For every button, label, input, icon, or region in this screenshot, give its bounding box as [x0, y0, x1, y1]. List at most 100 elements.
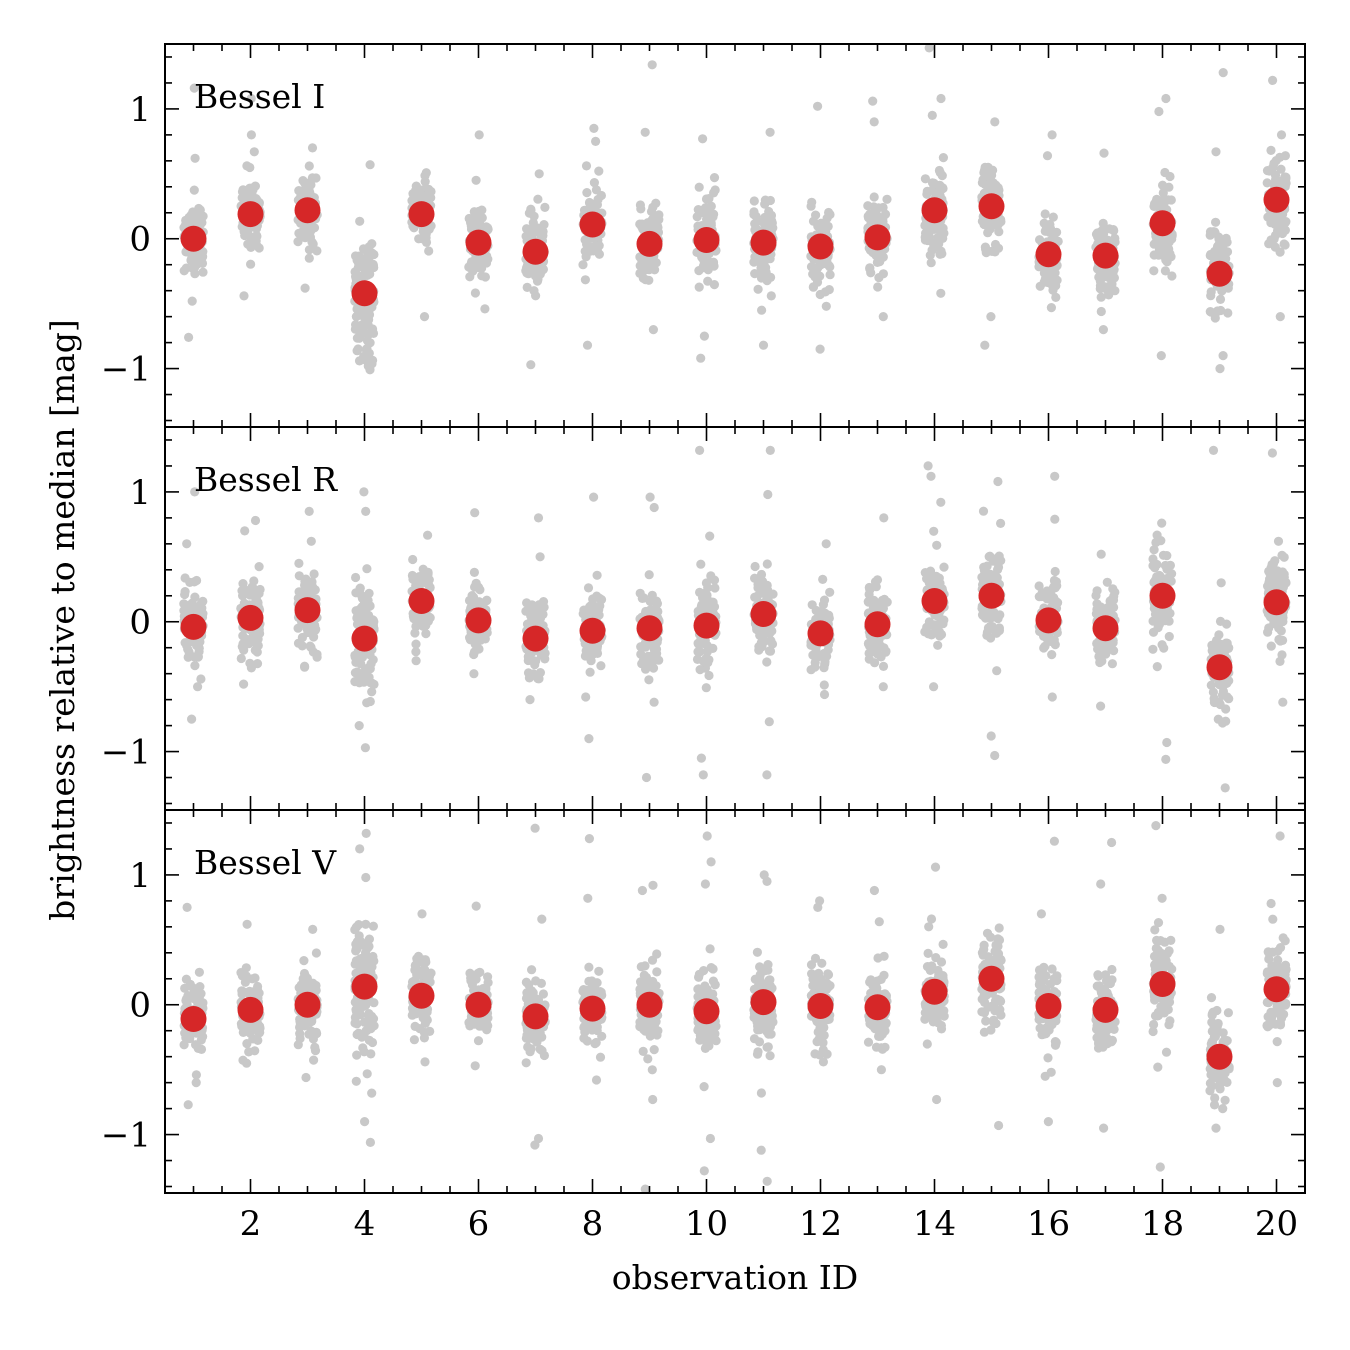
- measurement-point: [361, 919, 371, 929]
- measurement-point: [874, 273, 884, 283]
- measurement-point: [580, 275, 591, 285]
- measurement-point: [194, 967, 204, 977]
- measurement-point: [757, 629, 768, 639]
- measurement-point: [1152, 662, 1162, 672]
- measurement-point: [1206, 680, 1216, 690]
- measurement-point: [540, 202, 550, 212]
- measurement-point: [635, 588, 645, 598]
- measurement-point: [693, 647, 703, 657]
- outlier-point: [1273, 536, 1284, 546]
- measurement-point: [695, 587, 705, 598]
- measurement-point: [421, 237, 432, 247]
- measurement-point: [244, 639, 254, 649]
- measurement-point: [1102, 577, 1112, 587]
- measurement-point: [188, 983, 198, 993]
- measurement-point: [1276, 164, 1286, 174]
- measurement-point: [863, 1037, 874, 1047]
- measurement-point: [473, 1036, 484, 1046]
- measurement-point: [1205, 230, 1215, 240]
- median-point: [921, 197, 948, 224]
- outlier-point: [1050, 471, 1060, 481]
- measurement-point: [408, 574, 418, 584]
- outlier-point: [705, 531, 715, 541]
- measurement-point: [1093, 232, 1103, 242]
- measurement-point: [368, 951, 378, 962]
- measurement-point: [189, 577, 199, 587]
- measurement-point: [411, 960, 421, 970]
- measurement-point: [465, 272, 475, 282]
- measurement-point: [1161, 255, 1171, 265]
- measurement-point: [750, 252, 760, 262]
- median-point: [636, 230, 663, 257]
- measurement-point: [704, 670, 714, 681]
- measurement-point: [1164, 631, 1174, 642]
- outlier-point: [993, 476, 1003, 487]
- outlier-point: [923, 461, 933, 471]
- outlier-point: [1156, 351, 1166, 361]
- measurement-point: [652, 949, 662, 959]
- outlier-point: [187, 714, 197, 724]
- outlier-point: [990, 117, 1000, 127]
- measurement-point: [1167, 271, 1177, 281]
- measurement-point: [1047, 650, 1057, 660]
- outlier-point: [764, 717, 774, 727]
- measurement-point: [465, 1021, 475, 1031]
- measurement-point: [750, 573, 760, 583]
- median-point: [237, 604, 264, 631]
- measurement-point: [350, 652, 360, 662]
- measurement-point: [638, 1046, 648, 1056]
- measurement-point: [873, 282, 883, 292]
- measurement-point: [364, 614, 374, 625]
- measurement-point: [304, 245, 314, 255]
- measurement-point: [426, 186, 436, 197]
- measurement-point: [309, 569, 319, 579]
- measurement-point: [351, 320, 361, 330]
- measurement-point: [358, 254, 368, 265]
- outlier-point: [359, 487, 369, 497]
- measurement-point: [982, 630, 992, 641]
- measurement-point: [994, 551, 1004, 561]
- measurement-point: [982, 561, 992, 571]
- median-point: [1206, 654, 1233, 681]
- measurement-point: [1092, 586, 1102, 596]
- measurement-point: [766, 272, 776, 282]
- measurement-point: [643, 1054, 653, 1064]
- measurement-point: [765, 625, 775, 635]
- median-point: [1035, 607, 1062, 634]
- measurement-point: [935, 249, 945, 259]
- measurement-point: [464, 213, 474, 224]
- measurement-point: [1268, 576, 1278, 587]
- median-point: [1149, 210, 1176, 237]
- measurement-point: [646, 206, 657, 217]
- outlier-point: [765, 445, 775, 455]
- measurement-point: [196, 674, 206, 684]
- measurement-point: [362, 698, 372, 708]
- measurement-point: [764, 1016, 774, 1026]
- outlier-point: [591, 136, 601, 146]
- measurement-point: [807, 969, 817, 979]
- measurement-point: [181, 263, 191, 273]
- measurement-point: [592, 591, 602, 601]
- measurement-point: [757, 267, 768, 277]
- outlier-point: [641, 772, 652, 783]
- outlier-point: [878, 312, 888, 322]
- measurement-point: [651, 258, 661, 268]
- measurement-point: [1274, 623, 1284, 633]
- measurement-point: [762, 586, 772, 596]
- measurement-point: [699, 656, 709, 667]
- measurement-point: [421, 629, 431, 639]
- measurement-point: [238, 1027, 248, 1037]
- measurement-point: [1149, 266, 1159, 276]
- scatter-points: [179, 445, 1291, 793]
- measurement-point: [238, 579, 248, 589]
- measurement-point: [475, 967, 485, 977]
- median-point: [579, 617, 606, 644]
- measurement-point: [350, 959, 360, 969]
- measurement-point: [810, 657, 820, 668]
- measurement-point: [866, 644, 876, 654]
- outlier-point: [469, 669, 479, 679]
- measurement-point: [818, 600, 829, 610]
- measurement-point: [1212, 307, 1222, 317]
- measurement-point: [481, 983, 491, 993]
- measurement-point: [591, 243, 601, 253]
